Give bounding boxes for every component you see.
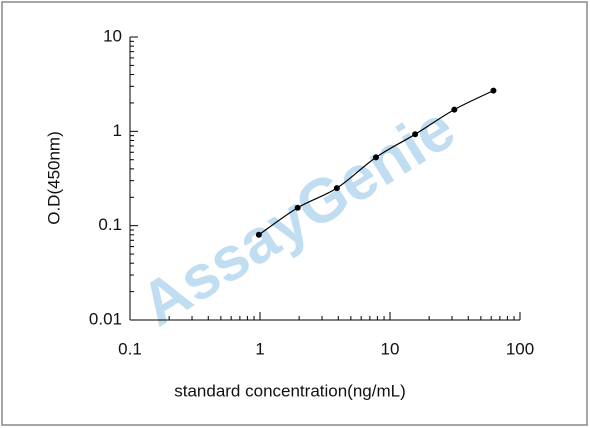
x-axis-label: standard concentration(ng/mL) (174, 381, 406, 400)
data-point (255, 231, 262, 238)
x-tick-label: 0.1 (118, 339, 142, 358)
y-axis-label: O.D(450nm) (44, 131, 63, 225)
x-tick-label: 100 (506, 339, 534, 358)
data-point (333, 185, 340, 192)
data-point (490, 87, 497, 94)
x-tick-label: 10 (381, 339, 400, 358)
x-tick-label: 1 (255, 339, 264, 358)
y-tick-label: 0.1 (98, 215, 122, 234)
data-point (412, 131, 419, 138)
data-point (451, 106, 458, 113)
y-tick-label: 1 (113, 121, 122, 140)
data-point (372, 154, 379, 161)
y-tick-label: 0.01 (89, 309, 122, 328)
y-tick-label: 10 (103, 26, 122, 45)
data-point (294, 204, 301, 211)
